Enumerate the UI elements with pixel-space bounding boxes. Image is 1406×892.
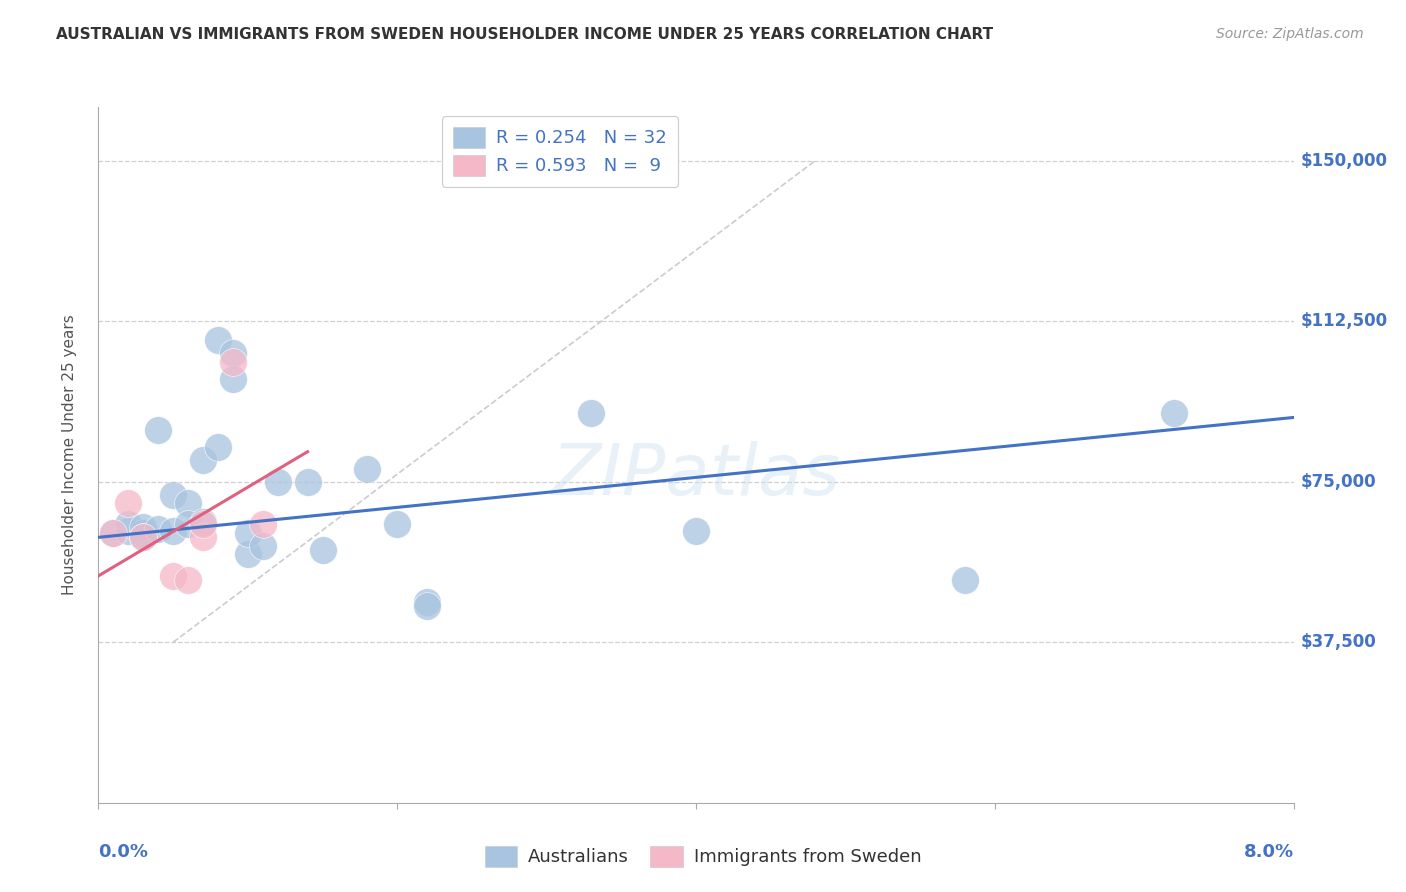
Point bbox=[191, 516, 214, 530]
Point bbox=[252, 539, 274, 553]
Point bbox=[1163, 406, 1185, 420]
Text: $150,000: $150,000 bbox=[1301, 152, 1388, 169]
Point bbox=[132, 519, 155, 533]
Point bbox=[132, 526, 155, 541]
Point bbox=[117, 517, 139, 532]
Point bbox=[103, 526, 125, 541]
Text: $37,500: $37,500 bbox=[1301, 633, 1376, 651]
Point bbox=[148, 522, 170, 536]
Point bbox=[117, 524, 139, 538]
Y-axis label: Householder Income Under 25 years: Householder Income Under 25 years bbox=[62, 315, 77, 595]
Point bbox=[207, 441, 229, 455]
Point bbox=[177, 517, 200, 532]
Point bbox=[148, 423, 170, 437]
Point bbox=[416, 594, 439, 608]
Text: 8.0%: 8.0% bbox=[1243, 843, 1294, 861]
Text: $112,500: $112,500 bbox=[1301, 312, 1388, 330]
Point bbox=[252, 517, 274, 532]
Point bbox=[222, 355, 245, 369]
Point bbox=[132, 530, 155, 544]
Point bbox=[177, 573, 200, 587]
Text: AUSTRALIAN VS IMMIGRANTS FROM SWEDEN HOUSEHOLDER INCOME UNDER 25 YEARS CORRELATI: AUSTRALIAN VS IMMIGRANTS FROM SWEDEN HOU… bbox=[56, 27, 994, 42]
Point bbox=[236, 548, 259, 562]
Point bbox=[191, 530, 214, 544]
Point bbox=[267, 475, 290, 489]
Point bbox=[222, 346, 245, 360]
Point bbox=[297, 475, 319, 489]
Point bbox=[581, 406, 603, 420]
Point bbox=[236, 526, 259, 541]
Point bbox=[191, 517, 214, 532]
Point bbox=[117, 496, 139, 510]
Point bbox=[103, 526, 125, 541]
Legend: Australians, Immigrants from Sweden: Australians, Immigrants from Sweden bbox=[478, 838, 928, 874]
Point bbox=[356, 462, 378, 476]
Point bbox=[953, 573, 976, 587]
Point bbox=[222, 372, 245, 386]
Text: Source: ZipAtlas.com: Source: ZipAtlas.com bbox=[1216, 27, 1364, 41]
Text: $75,000: $75,000 bbox=[1301, 473, 1376, 491]
Point bbox=[207, 334, 229, 348]
Point bbox=[162, 487, 184, 501]
Legend: R = 0.254   N = 32, R = 0.593   N =  9: R = 0.254 N = 32, R = 0.593 N = 9 bbox=[441, 116, 678, 186]
Point bbox=[177, 496, 200, 510]
Text: ZIPatlas: ZIPatlas bbox=[551, 442, 841, 510]
Point bbox=[311, 543, 333, 558]
Text: 0.0%: 0.0% bbox=[98, 843, 149, 861]
Point bbox=[162, 569, 184, 583]
Point bbox=[191, 453, 214, 467]
Point bbox=[162, 524, 184, 538]
Point bbox=[685, 524, 707, 538]
Point bbox=[132, 530, 155, 544]
Point bbox=[385, 517, 409, 532]
Point bbox=[416, 599, 439, 613]
